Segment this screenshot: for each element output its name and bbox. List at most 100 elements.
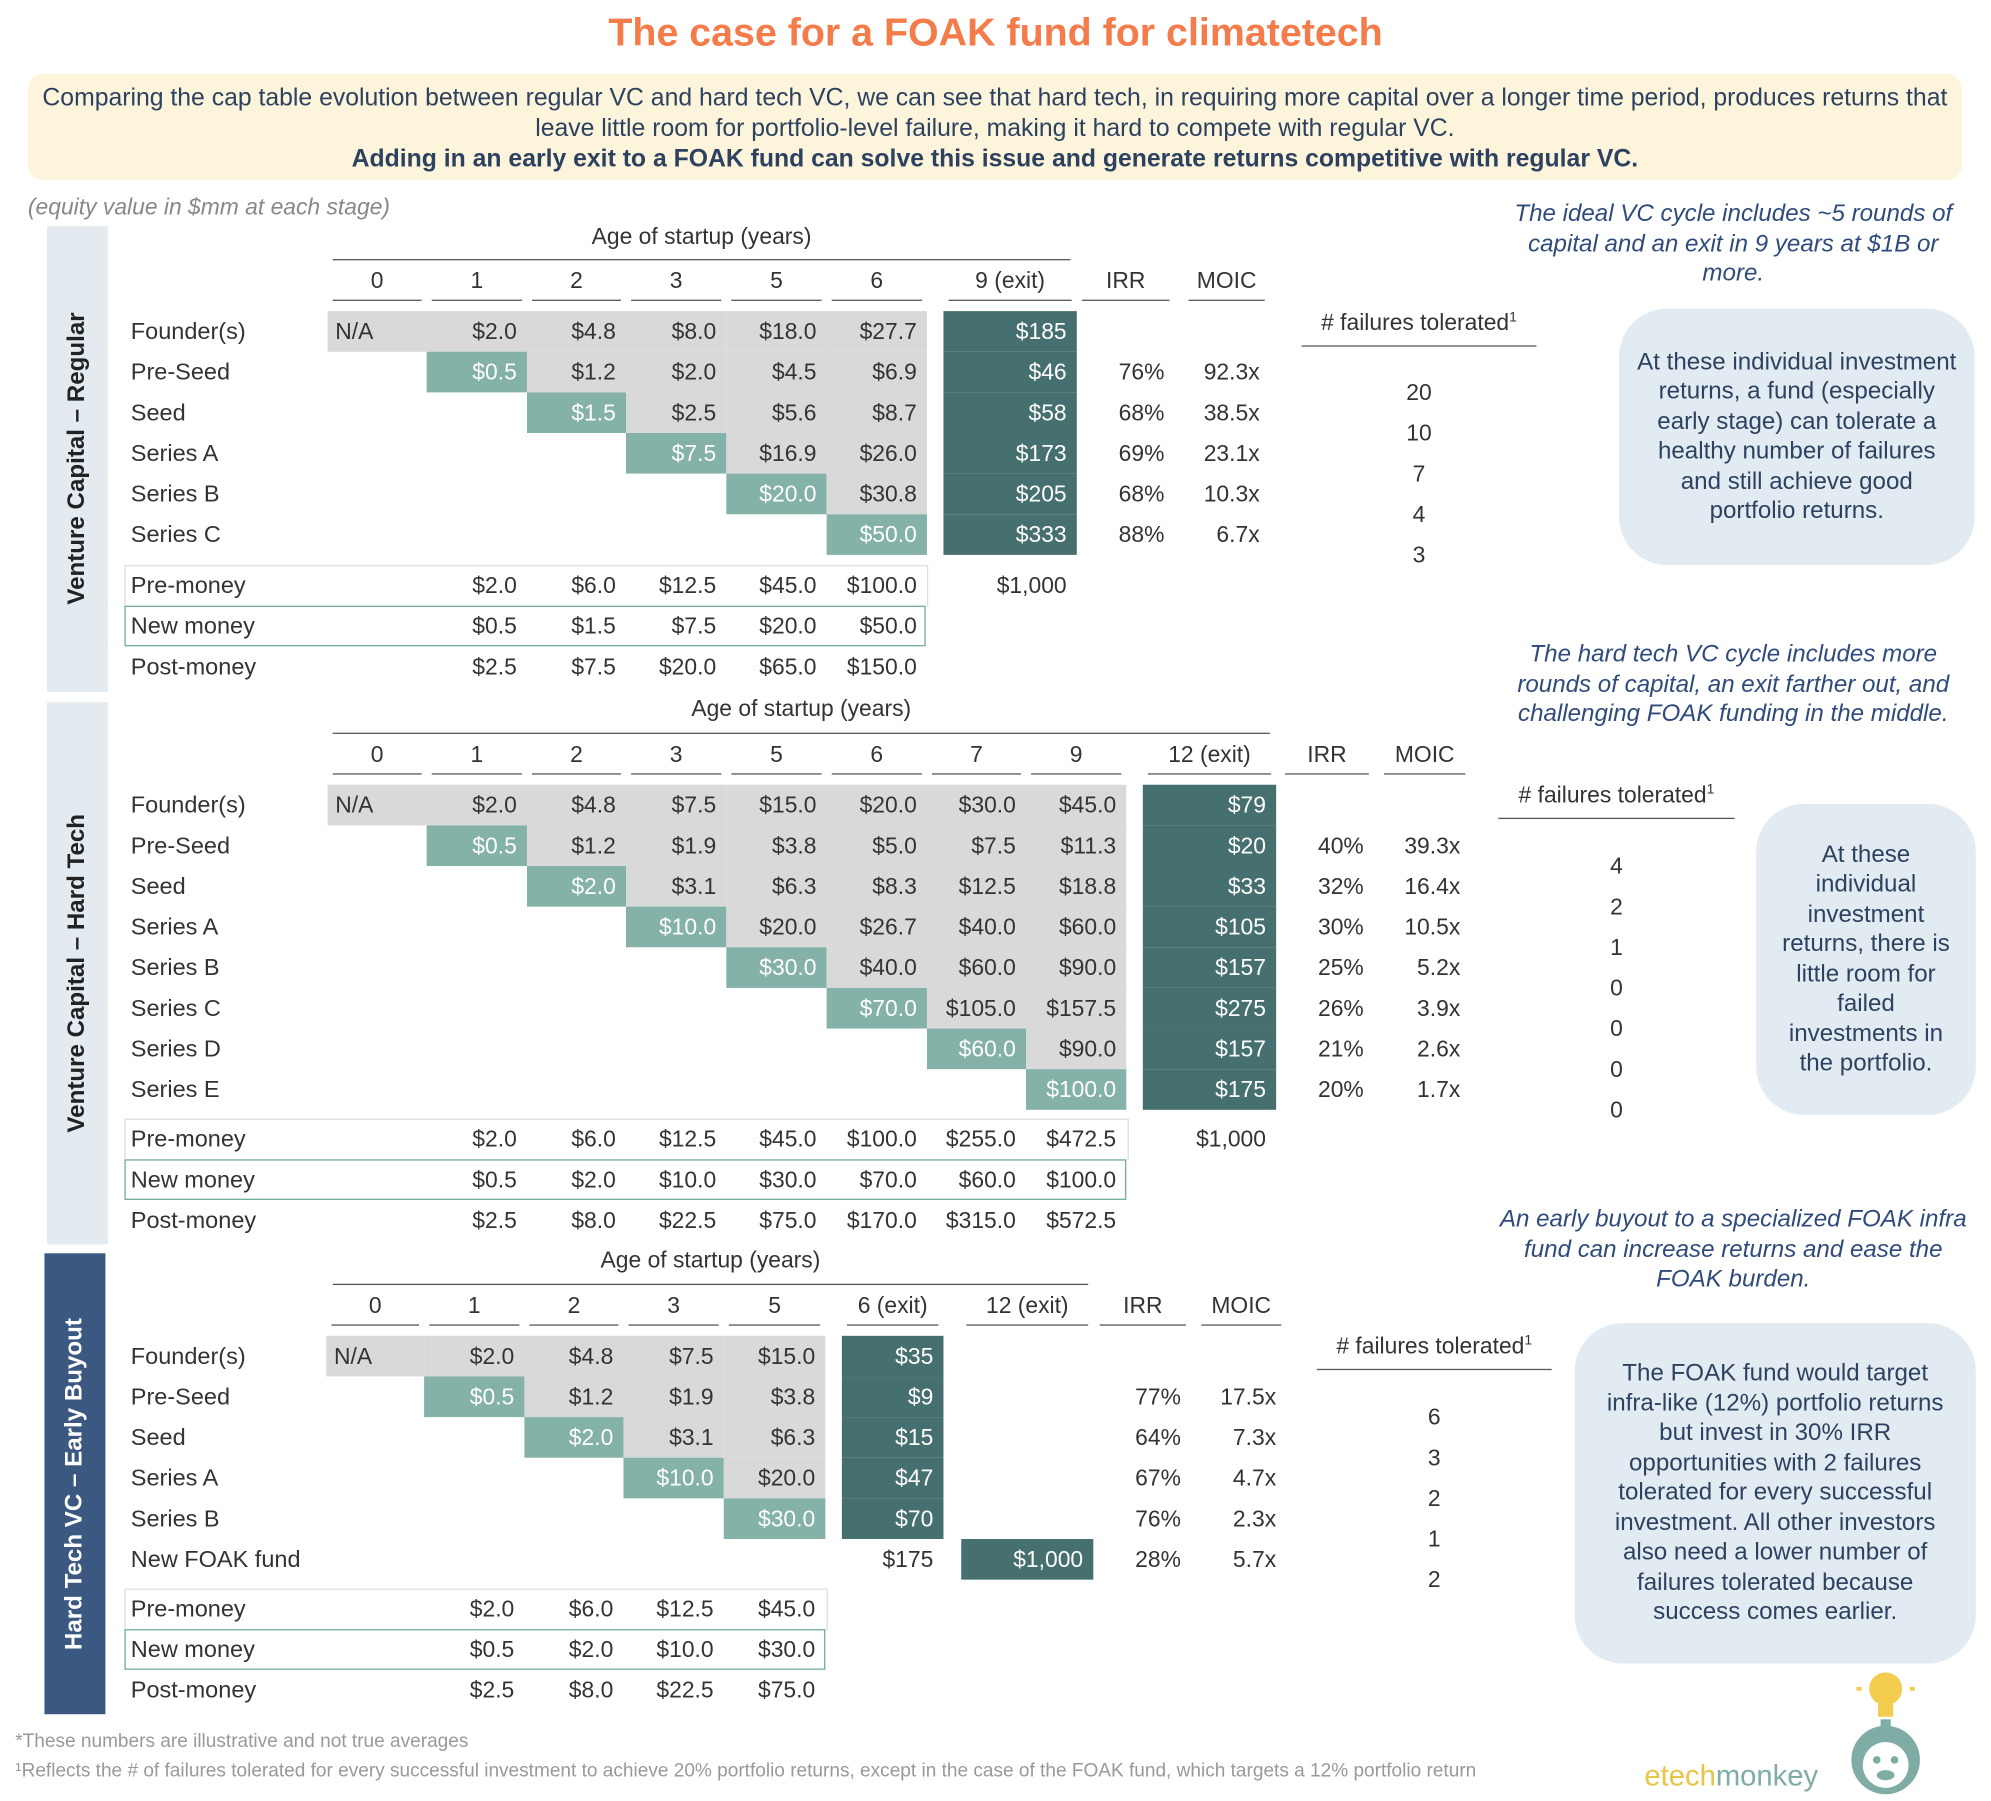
logo: etechmonkey [1644, 1759, 1818, 1793]
equity-value-cell: $30.0 [723, 1498, 826, 1539]
exit-value-cell: $105 [1142, 906, 1277, 948]
return-metric-cell: 5.2x [1417, 954, 1461, 981]
return-metric-cell: 92.3x [1203, 359, 1260, 385]
equity-value-cell: $0.5 [426, 825, 527, 867]
equity-value-cell: $2.0 [424, 1335, 525, 1377]
equity-value-cell: N/A [326, 1335, 425, 1377]
column-header: 2 [532, 742, 621, 775]
equity-value-cell: $0.5 [424, 1376, 525, 1418]
row-label: Founder(s) [130, 1342, 246, 1369]
totals-row-label: New money [130, 1165, 255, 1193]
row-label: Series B [130, 953, 220, 981]
totals-row-label: New money [130, 1635, 255, 1663]
equity-value-cell: $40.0 [826, 947, 927, 988]
equity-value-cell: $18.8 [1025, 866, 1127, 907]
totals-row-label: New money [130, 612, 255, 639]
return-metric-cell: 10.5x [1404, 914, 1461, 940]
equity-value-cell: $30.0 [726, 947, 827, 988]
totals-value-cell: $472.5 [1046, 1126, 1117, 1152]
row-label: Founder(s) [130, 317, 246, 345]
totals-value-cell: $2.0 [571, 1166, 616, 1193]
exit-value-cell: $79 [1142, 784, 1277, 826]
totals-value-cell: $572.5 [1046, 1207, 1117, 1233]
totals-value-cell: $45.0 [758, 1596, 816, 1622]
exit-value-cell: $173 [943, 433, 1077, 474]
exit-value-cell: $175 [1142, 1069, 1277, 1110]
equity-value-cell: $16.9 [726, 433, 827, 474]
equity-value-cell: $15.0 [723, 1335, 826, 1377]
equity-value-cell: $50.0 [826, 514, 927, 555]
equity-value-cell: $1.9 [626, 825, 727, 867]
totals-value-cell: $7.5 [671, 613, 717, 639]
totals-value-cell: $1,000 [1196, 1126, 1266, 1152]
equity-value-cell: $70.0 [826, 987, 927, 1029]
column-header: 5 [728, 1293, 821, 1326]
column-header: 0 [332, 742, 422, 775]
axis-title-rule [332, 1283, 1089, 1286]
failures-tolerated-value: 10 [1406, 420, 1432, 446]
equity-value-cell: $2.0 [426, 784, 527, 826]
return-metric-cell: 69% [1118, 440, 1165, 467]
return-metric-cell: 25% [1318, 954, 1364, 981]
failures-tolerated-value: 4 [1412, 501, 1426, 527]
equity-value-cell: $11.3 [1025, 825, 1127, 867]
totals-value-cell: $12.5 [658, 1126, 717, 1152]
row-label: Seed [130, 1423, 186, 1451]
row-label: Series A [130, 439, 219, 467]
callout-bubble: At these individual investment returns, … [1618, 308, 1975, 566]
section-title: Venture Capital – Hard Tech [63, 813, 91, 1133]
totals-value-cell: $12.5 [656, 1596, 714, 1622]
equity-value-cell: $1.5 [526, 392, 627, 434]
row-label: Series C [130, 994, 221, 1021]
column-header: MOIC [1188, 268, 1265, 301]
row-label: Series B [130, 479, 220, 507]
equity-value-cell: $2.0 [524, 1417, 624, 1458]
return-metric-cell: 68% [1118, 481, 1165, 507]
failures-tolerated-header: # failures tolerated1 [1498, 782, 1735, 820]
pre-money-box [124, 1118, 1129, 1161]
totals-value-cell: $45.0 [759, 1126, 817, 1152]
totals-value-cell: $75.0 [759, 1207, 817, 1233]
equity-value-cell: $60.0 [926, 947, 1026, 988]
row-label: Seed [130, 398, 186, 426]
new-money-box [124, 605, 926, 647]
totals-value-cell: $2.5 [469, 1677, 515, 1703]
footnote-failures: ¹Reflects the # of failures tolerated fo… [15, 1759, 1477, 1782]
column-header: 9 [1031, 742, 1122, 775]
column-header: IRR [1099, 1293, 1186, 1326]
row-label: Series A [130, 912, 219, 940]
footnote-marker: 1 [1706, 782, 1715, 798]
equity-value-cell: $60.0 [926, 1028, 1026, 1070]
totals-value-cell: $12.5 [658, 572, 717, 599]
failures-tolerated-value: 20 [1406, 379, 1432, 406]
totals-value-cell: $30.0 [759, 1166, 817, 1193]
section-note: The ideal VC cycle includes ~5 rounds of… [1514, 200, 1953, 287]
equity-value-cell: $157.5 [1025, 987, 1127, 1029]
equity-value-cell: $3.1 [623, 1417, 724, 1458]
equity-value-cell: $1.2 [526, 825, 627, 867]
equity-value-cell: $6.3 [726, 866, 827, 907]
row-label: Founder(s) [130, 791, 246, 818]
axis-title-rule [332, 732, 1270, 734]
row-label: New FOAK fund [130, 1545, 301, 1573]
units-note: (equity value in $mm at each stage) [27, 194, 391, 220]
equity-value-cell: $10.0 [623, 1457, 724, 1499]
totals-value-cell: $150.0 [846, 653, 917, 680]
new-money-box [124, 1159, 1127, 1200]
column-header: MOIC [1201, 1293, 1282, 1326]
equity-value-cell: $3.8 [723, 1376, 826, 1418]
equity-value-cell: $100.0 [1025, 1069, 1127, 1110]
column-header: 0 [331, 1293, 420, 1326]
exit-value-cell: $46 [943, 351, 1077, 393]
return-metric-cell: 3.9x [1417, 995, 1461, 1021]
exit-value-cell: $157 [1142, 1028, 1277, 1070]
column-header: 9 (exit) [948, 268, 1072, 301]
return-metric-cell: 28% [1135, 1546, 1181, 1573]
equity-value-cell: $60.0 [1025, 906, 1127, 948]
equity-value-cell: $90.0 [1025, 1028, 1127, 1070]
column-header: 5 [731, 742, 822, 775]
failures-tolerated-value: 0 [1610, 1015, 1623, 1042]
section-side-label: Venture Capital – Hard Tech [46, 702, 108, 1245]
totals-row-label: Pre-money [130, 1594, 246, 1622]
column-header: 6 [831, 742, 922, 775]
